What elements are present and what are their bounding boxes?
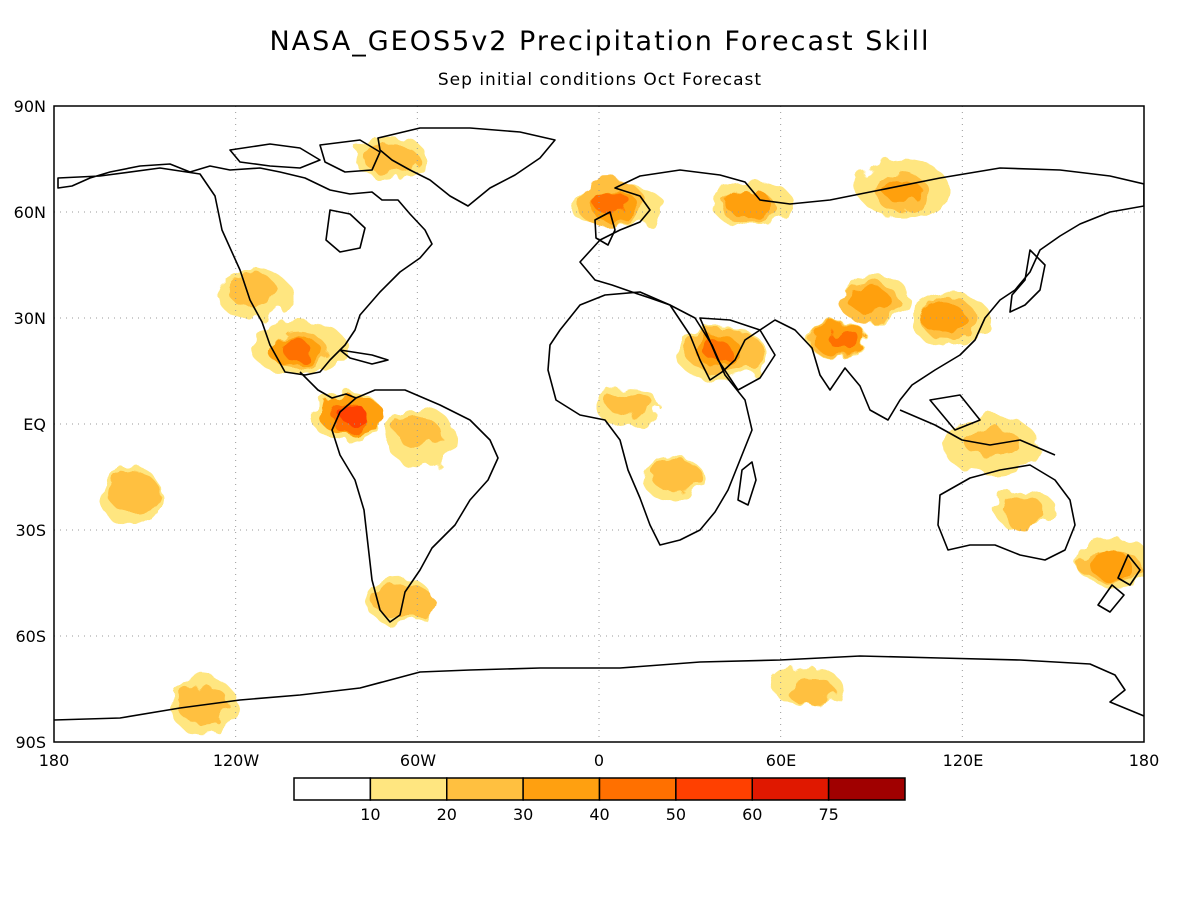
skill-region (311, 390, 384, 443)
chart-subtitle: Sep initial conditions Oct Forecast (437, 70, 763, 90)
skill-contour (650, 459, 702, 492)
lon-label-60w: 60W (400, 751, 436, 770)
colorbar-swatch (522, 777, 601, 801)
colorbar-swatch (293, 777, 372, 801)
skill-contour (827, 330, 861, 348)
lon-label-180w: 180 (39, 751, 70, 770)
skill-contour (175, 685, 230, 723)
lat-label-eq: EQ (23, 415, 46, 434)
lat-label-30s: 30S (15, 521, 46, 540)
skill-region (1076, 537, 1144, 588)
colorbar-tick-label: 50 (666, 805, 686, 824)
skill-contour (1004, 495, 1046, 532)
skill-region (772, 666, 842, 707)
skill-region (837, 273, 910, 322)
skill-region (386, 407, 456, 468)
skill-contour (228, 273, 277, 308)
skill-contour (338, 405, 368, 423)
skill-contour (607, 391, 654, 417)
colorbar-swatch (751, 777, 830, 801)
lon-label-60e: 60E (766, 751, 796, 770)
skill-region (675, 326, 767, 381)
longitude-labels: 180 120W 60W 0 60E 120E 180 (39, 751, 1160, 770)
skill-contour (702, 341, 733, 361)
colorbar-tick-label: 75 (818, 805, 838, 824)
lon-label-180e: 180 (1129, 751, 1160, 770)
colorbar-swatch (369, 777, 448, 801)
latitude-labels: 90N 60N 30N EQ 30S 60S 90S (14, 97, 46, 752)
colorbar-tick-label: 20 (437, 805, 457, 824)
skill-region (807, 319, 868, 360)
lat-label-30n: 30N (14, 309, 46, 328)
colorbar-swatch (598, 777, 677, 801)
skill-contour (396, 415, 440, 449)
skill-region (994, 489, 1056, 532)
skill-contour (592, 190, 631, 215)
skill-contour (725, 188, 772, 219)
skill-contour (884, 180, 924, 203)
skill-contour (106, 472, 161, 512)
skill-contour (849, 286, 891, 315)
lon-label-0: 0 (594, 751, 604, 770)
map-frame (53, 105, 1145, 743)
skill-region (909, 291, 991, 347)
lat-label-90n: 90N (14, 97, 46, 116)
skill-field-layer (99, 136, 1144, 736)
lon-label-120e: 120E (943, 751, 984, 770)
colorbar-tick-label: 10 (360, 805, 380, 824)
colorbar-tick-label: 60 (742, 805, 762, 824)
skill-region (858, 158, 949, 219)
skill-region (216, 269, 292, 320)
colorbar-swatch (675, 777, 753, 801)
skill-region (710, 181, 795, 226)
skill-contour (282, 338, 310, 362)
skill-contour (787, 677, 835, 706)
skill-region (595, 385, 659, 427)
skill-region (99, 466, 163, 527)
lat-label-60n: 60N (14, 203, 46, 222)
colorbar-swatch (827, 777, 906, 801)
lat-label-90s: 90S (15, 733, 46, 752)
skill-contour (920, 303, 967, 334)
skill-region (170, 676, 237, 736)
skill-region (642, 457, 705, 501)
skill-contour (1090, 550, 1132, 581)
colorbar-tick-label: 30 (513, 805, 533, 824)
skill-region (251, 319, 348, 376)
colorbar-legend: 10 20 30 40 50 60 75 (293, 777, 906, 824)
lon-label-120w: 120W (213, 751, 260, 770)
colorbar-tick-label: 40 (589, 805, 609, 824)
chart-title: NASA_GEOS5v2 Precipitation Forecast Skil… (269, 26, 931, 57)
lat-label-60s: 60S (15, 627, 46, 646)
colorbar-swatch (446, 777, 524, 801)
coastlines (54, 127, 1144, 721)
skill-region (364, 576, 435, 625)
gridlines (54, 106, 1144, 742)
